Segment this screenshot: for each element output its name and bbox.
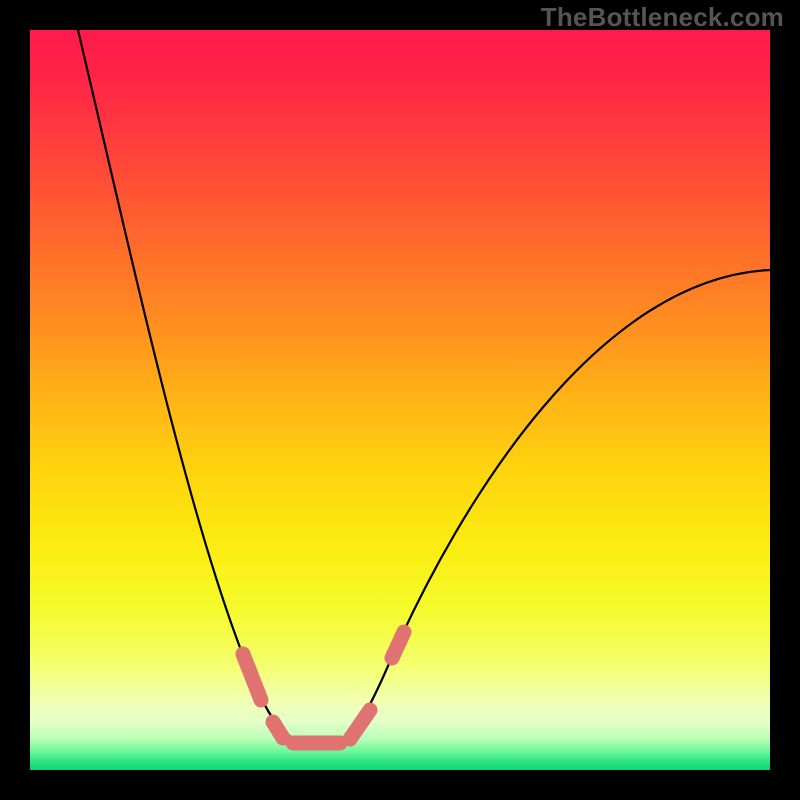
watermark-text: TheBottleneck.com (541, 2, 784, 33)
chart-svg (0, 0, 800, 800)
overlay-segment (273, 722, 283, 738)
gradient-background (30, 30, 770, 770)
